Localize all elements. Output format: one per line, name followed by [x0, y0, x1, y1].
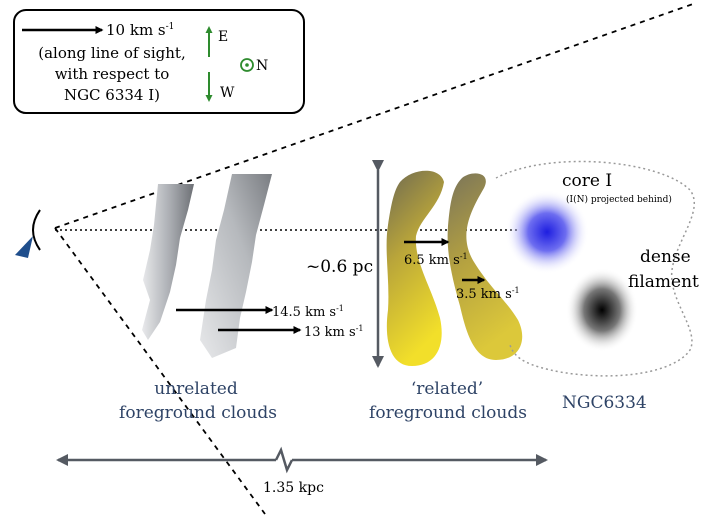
- north-label: N: [256, 58, 268, 74]
- velocity-label-14-5: 14.5 km s: [272, 305, 336, 320]
- legend-box: 10 km s-1 (along line of sight, with res…: [13, 9, 305, 114]
- legend-note-3: NGC 6334 I): [64, 86, 160, 104]
- legend-note-1: (along line of sight,: [38, 44, 185, 62]
- unrelated-label-2: foreground clouds: [119, 403, 277, 423]
- related-cloud-right: [447, 173, 523, 360]
- svg-text:3.5 km s-1: 3.5 km s-1: [456, 286, 520, 302]
- velocity-sup-14-5: -1: [336, 304, 344, 313]
- north-out-of-page-icon: [240, 58, 254, 72]
- east-label: E: [218, 29, 228, 45]
- legend-arrow-label: 10 km s: [106, 21, 166, 39]
- filament-label-2: filament: [628, 272, 699, 292]
- west-label: W: [220, 85, 235, 101]
- legend-arrow-sup: -1: [166, 22, 175, 32]
- north-dot-icon: [245, 63, 249, 67]
- ngc6334-label: NGC6334: [562, 393, 647, 413]
- velocity-sup-6-5: -1: [460, 252, 468, 261]
- velocity-sup-13: -1: [356, 324, 364, 333]
- velocity-label-6-5: 6.5 km s: [404, 253, 460, 268]
- unrelated-cloud-right: [200, 174, 272, 358]
- velocity-label-13: 13 km s: [304, 325, 356, 340]
- distance-label: 1.35 kpc: [263, 480, 324, 496]
- legend-frame: [13, 9, 305, 114]
- telescope-icon: [15, 209, 41, 258]
- svg-text:6.5 km s-1: 6.5 km s-1: [404, 252, 468, 268]
- legend-note-2: with respect to: [55, 65, 170, 83]
- svg-text:14.5 km s-1: 14.5 km s-1: [272, 304, 344, 320]
- filament-label-1: dense: [640, 247, 691, 267]
- related-cloud-left: [386, 170, 444, 366]
- unrelated-cloud-left: [142, 184, 194, 340]
- core-i-blob: [505, 190, 589, 274]
- unrelated-label-1: unrelated: [154, 379, 238, 399]
- core-i-note: (I(N) projected behind): [566, 194, 672, 205]
- distance-break-icon: [274, 446, 294, 474]
- related-label-1: ‘related’: [411, 379, 483, 399]
- related-label-2: foreground clouds: [369, 403, 527, 423]
- height-scale-label: ~0.6 pc: [306, 257, 373, 277]
- velocity-label-3-5: 3.5 km s: [456, 287, 512, 302]
- svg-text:13 km s-1: 13 km s-1: [304, 324, 363, 340]
- core-i-label: core I: [562, 171, 612, 191]
- svg-text:10 km s-1: 10 km s-1: [106, 21, 174, 39]
- velocity-sup-3-5: -1: [512, 286, 520, 295]
- dense-filament-blob: [566, 268, 638, 352]
